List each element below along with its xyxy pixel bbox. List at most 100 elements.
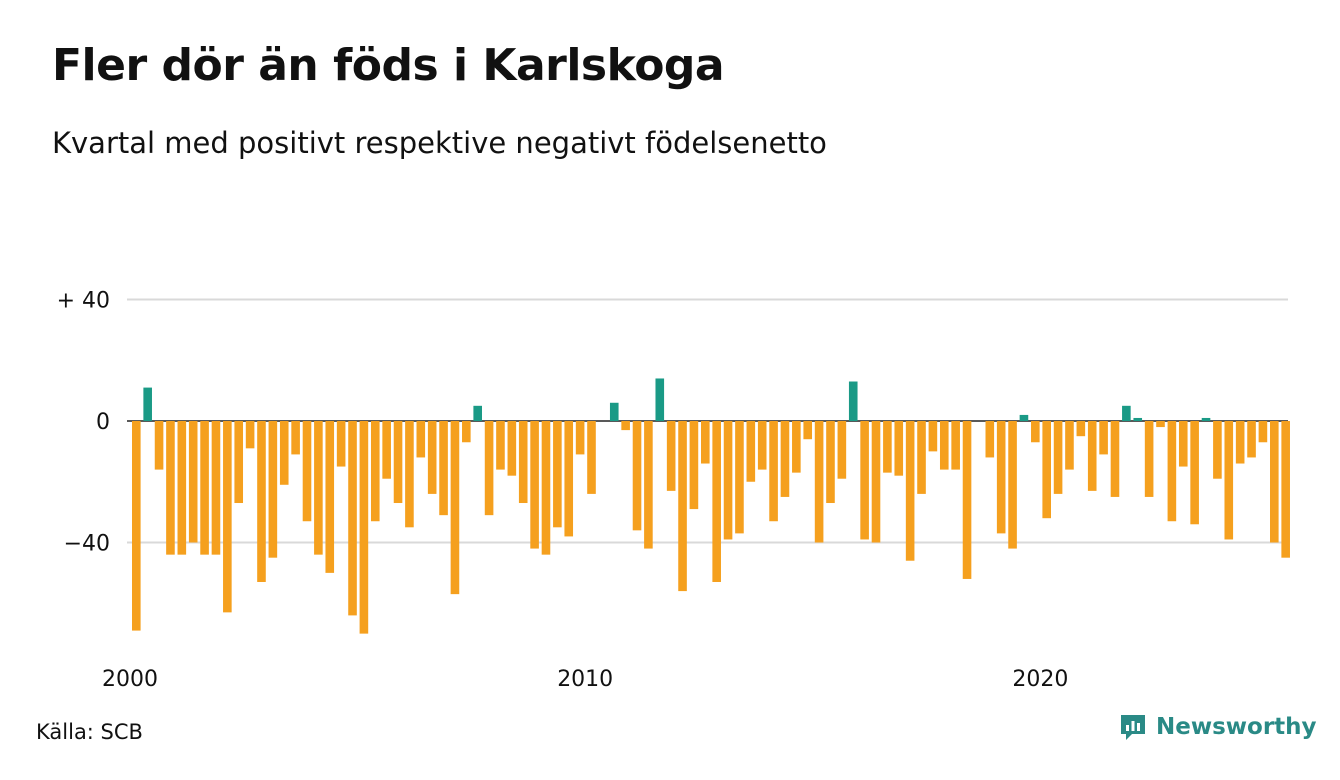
chart-title: Fler dör än föds i Karlskoga xyxy=(52,40,725,91)
bar-36 xyxy=(541,421,551,555)
bar-48 xyxy=(678,421,687,592)
bar-29 xyxy=(462,421,471,443)
x-tick-label: 2010 xyxy=(557,667,613,692)
bar-62 xyxy=(837,421,847,479)
bar-26 xyxy=(427,421,437,494)
bar-61 xyxy=(826,421,835,504)
bar-84 xyxy=(1087,421,1097,491)
bar-53 xyxy=(735,421,744,534)
bar-94 xyxy=(1201,417,1211,421)
bar-46 xyxy=(655,378,665,421)
bar-9 xyxy=(234,421,244,504)
bar-30 xyxy=(473,405,482,421)
bar-92 xyxy=(1178,421,1188,467)
bar-42 xyxy=(609,402,619,421)
bar-0 xyxy=(132,421,141,631)
x-tick-label: 2000 xyxy=(102,667,158,692)
bar-100 xyxy=(1270,421,1279,543)
bar-80 xyxy=(1042,421,1051,519)
bar-87 xyxy=(1122,405,1131,421)
bar-71 xyxy=(939,421,949,470)
bar-79 xyxy=(1031,421,1040,443)
bar-24 xyxy=(405,421,414,528)
bar-17 xyxy=(325,421,335,573)
bar-16 xyxy=(314,421,323,555)
bar-3 xyxy=(166,421,175,555)
bar-82 xyxy=(1065,421,1074,470)
source-note: Källa: SCB xyxy=(36,720,143,744)
bar-1 xyxy=(143,387,152,421)
bar-18 xyxy=(336,421,346,467)
bar-49 xyxy=(689,421,699,510)
bar-67 xyxy=(894,421,904,476)
bar-90 xyxy=(1156,421,1165,428)
bar-35 xyxy=(530,421,539,549)
bar-14 xyxy=(291,421,300,455)
bars xyxy=(132,378,1290,634)
axis-labels: + 40 0 −40 2000 2010 2020 xyxy=(57,289,1069,693)
bar-7 xyxy=(211,421,221,555)
chart-subtitle: Kvartal med positivt respektive negativt… xyxy=(52,126,827,160)
bar-75 xyxy=(985,421,995,458)
bar-51 xyxy=(712,421,721,582)
bar-34 xyxy=(518,421,528,504)
bar-23 xyxy=(393,421,403,504)
bar-8 xyxy=(223,421,232,613)
bar-97 xyxy=(1235,421,1245,464)
bar-2 xyxy=(154,421,164,470)
bar-101 xyxy=(1281,421,1290,558)
bar-25 xyxy=(416,421,426,458)
bar-68 xyxy=(905,421,915,561)
bar-56 xyxy=(769,421,778,522)
bar-15 xyxy=(302,421,312,522)
bar-78 xyxy=(1019,414,1029,421)
bar-52 xyxy=(723,421,733,540)
bar-86 xyxy=(1110,421,1120,497)
bar-5 xyxy=(188,421,198,543)
bar-31 xyxy=(484,421,494,516)
bar-73 xyxy=(962,421,972,579)
y-tick-label: 0 xyxy=(96,410,110,435)
bar-33 xyxy=(507,421,517,476)
x-tick-label: 2020 xyxy=(1012,667,1068,692)
bar-47 xyxy=(666,421,676,491)
newsworthy-icon xyxy=(1121,715,1145,740)
bar-57 xyxy=(780,421,790,497)
bar-32 xyxy=(496,421,505,470)
bar-70 xyxy=(928,421,938,452)
bar-44 xyxy=(632,421,642,531)
bar-55 xyxy=(757,421,767,470)
bar-22 xyxy=(382,421,391,479)
bar-45 xyxy=(644,421,653,549)
bar-66 xyxy=(883,421,892,473)
bar-43 xyxy=(621,421,630,431)
bar-76 xyxy=(996,421,1006,534)
bar-12 xyxy=(268,421,278,558)
bar-85 xyxy=(1099,421,1108,455)
bar-4 xyxy=(177,421,187,555)
bar-58 xyxy=(792,421,801,473)
bar-50 xyxy=(701,421,710,464)
brand-logo: Newsworthy xyxy=(1118,712,1317,742)
bar-37 xyxy=(553,421,562,528)
bar-98 xyxy=(1247,421,1256,458)
bar-96 xyxy=(1224,421,1234,540)
bar-72 xyxy=(951,421,960,470)
bar-54 xyxy=(746,421,756,482)
bar-95 xyxy=(1213,421,1222,479)
bar-81 xyxy=(1053,421,1063,494)
bar-88 xyxy=(1133,417,1143,421)
bar-39 xyxy=(575,421,585,455)
bar-6 xyxy=(200,421,209,555)
bar-11 xyxy=(257,421,266,582)
bar-64 xyxy=(860,421,869,540)
y-tick-label: + 40 xyxy=(57,289,110,314)
bar-28 xyxy=(450,421,460,595)
bar-69 xyxy=(917,421,926,494)
bar-27 xyxy=(439,421,448,516)
brand-name: Newsworthy xyxy=(1156,714,1317,740)
y-tick-label: −40 xyxy=(64,532,110,557)
bar-13 xyxy=(279,421,289,485)
bar-83 xyxy=(1076,421,1086,437)
